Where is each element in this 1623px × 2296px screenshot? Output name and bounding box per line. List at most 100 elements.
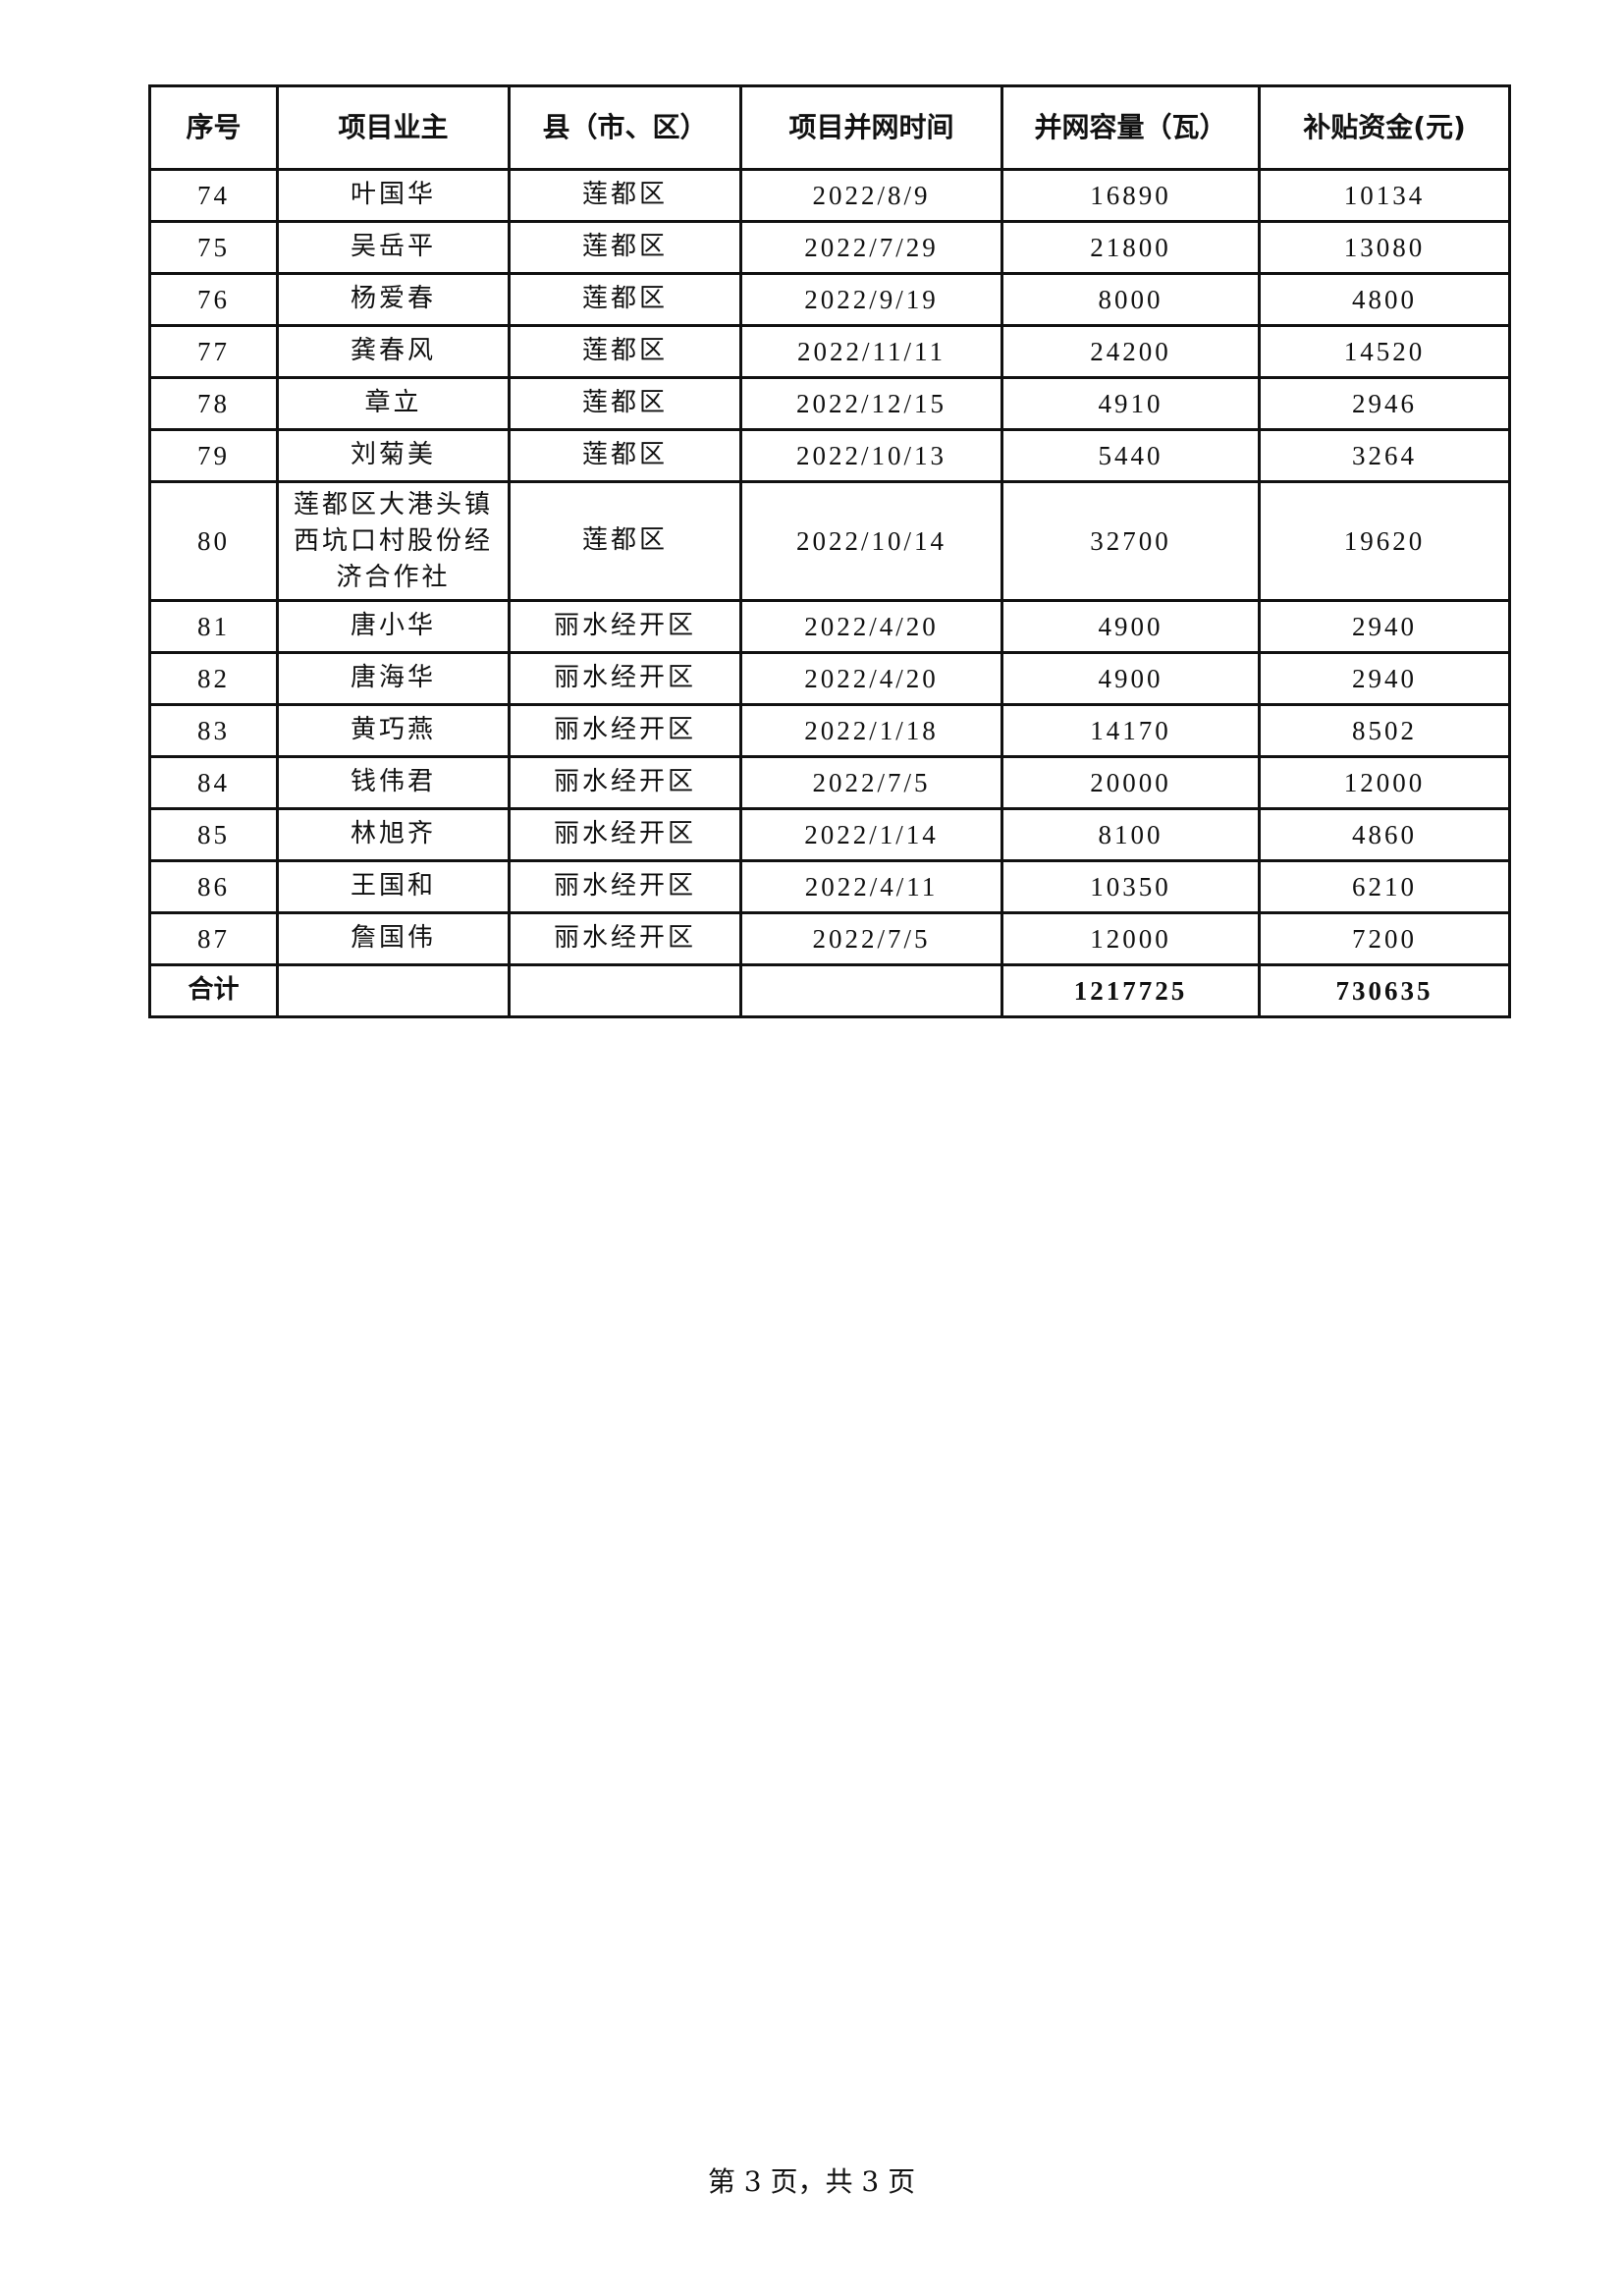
row-date: 2022/7/5 (739, 911, 1003, 966)
row-no: 78 (148, 376, 279, 431)
row-owner: 王国和 (276, 859, 511, 914)
row-subsidy: 13080 (1258, 220, 1511, 275)
row-capacity: 24200 (1001, 324, 1261, 379)
row-county: 丽水经开区 (508, 755, 742, 810)
row-no: 75 (148, 220, 279, 275)
row-county: 莲都区 (508, 220, 742, 275)
total-subsidy: 730635 (1258, 963, 1511, 1018)
table-row: 78 章立 莲都区 2022/12/15 4910 2946 (148, 376, 1511, 431)
header-no: 序号 (148, 84, 279, 171)
row-subsidy: 2946 (1258, 376, 1511, 431)
row-county: 莲都区 (508, 168, 742, 223)
table-row: 84 钱伟君 丽水经开区 2022/7/5 20000 12000 (148, 755, 1511, 810)
row-owner: 钱伟君 (276, 755, 511, 810)
row-owner: 唐小华 (276, 599, 511, 654)
row-capacity: 10350 (1001, 859, 1261, 914)
row-subsidy: 7200 (1258, 911, 1511, 966)
row-county: 丽水经开区 (508, 703, 742, 758)
row-date: 2022/7/5 (739, 755, 1003, 810)
row-date: 2022/4/20 (739, 599, 1003, 654)
header-county: 县（市、区） (508, 84, 742, 171)
total-row: 合计 1217725 730635 (148, 963, 1511, 1018)
row-date: 2022/1/18 (739, 703, 1003, 758)
table-row: 87 詹国伟 丽水经开区 2022/7/5 12000 7200 (148, 911, 1511, 966)
table-row: 82 唐海华 丽水经开区 2022/4/20 4900 2940 (148, 651, 1511, 706)
table-row: 86 王国和 丽水经开区 2022/4/11 10350 6210 (148, 859, 1511, 914)
row-date: 2022/9/19 (739, 272, 1003, 327)
row-capacity: 4900 (1001, 651, 1261, 706)
row-no: 80 (148, 480, 279, 602)
row-no: 77 (148, 324, 279, 379)
table-row: 80 莲都区大港头镇西坑口村股份经济合作社 莲都区 2022/10/14 32700 19… (148, 480, 1511, 602)
table-row: 76 杨爱春 莲都区 2022/9/19 8000 4800 (148, 272, 1511, 327)
row-capacity: 14170 (1001, 703, 1261, 758)
row-capacity: 8100 (1001, 807, 1261, 862)
table-row: 81 唐小华 丽水经开区 2022/4/20 4900 2940 (148, 599, 1511, 654)
total-capacity: 1217725 (1001, 963, 1261, 1018)
row-no: 76 (148, 272, 279, 327)
row-owner: 林旭齐 (276, 807, 511, 862)
row-date: 2022/10/13 (739, 428, 1003, 483)
row-capacity: 20000 (1001, 755, 1261, 810)
total-label: 合计 (148, 963, 279, 1018)
table-row: 79 刘菊美 莲都区 2022/10/13 5440 3264 (148, 428, 1511, 483)
row-subsidy: 2940 (1258, 651, 1511, 706)
table-row: 74 叶国华 莲都区 2022/8/9 16890 10134 (148, 168, 1511, 223)
row-no: 84 (148, 755, 279, 810)
row-capacity: 4900 (1001, 599, 1261, 654)
row-date: 2022/7/29 (739, 220, 1003, 275)
row-capacity: 8000 (1001, 272, 1261, 327)
row-county: 丽水经开区 (508, 599, 742, 654)
row-date: 2022/10/14 (739, 480, 1003, 602)
page-number: 第 3 页，共 3 页 (707, 2165, 916, 2198)
header-owner: 项目业主 (276, 84, 511, 171)
total-empty-county (508, 963, 742, 1018)
row-capacity: 12000 (1001, 911, 1261, 966)
header-capacity: 并网容量（瓦） (1001, 84, 1261, 171)
row-owner: 章立 (276, 376, 511, 431)
row-county: 莲都区 (508, 480, 742, 602)
table-body: 74 叶国华 莲都区 2022/8/9 16890 10134 75 吴岳平 莲都区 2022/7… (148, 168, 1511, 966)
row-no: 82 (148, 651, 279, 706)
row-no: 85 (148, 807, 279, 862)
row-subsidy: 14520 (1258, 324, 1511, 379)
row-county: 莲都区 (508, 376, 742, 431)
table-row: 85 林旭齐 丽水经开区 2022/1/14 8100 4860 (148, 807, 1511, 862)
row-capacity: 32700 (1001, 480, 1261, 602)
table-row: 77 龚春风 莲都区 2022/11/11 24200 14520 (148, 324, 1511, 379)
row-subsidy: 2940 (1258, 599, 1511, 654)
total-empty-owner (276, 963, 511, 1018)
row-no: 83 (148, 703, 279, 758)
row-no: 79 (148, 428, 279, 483)
row-county: 莲都区 (508, 428, 742, 483)
row-subsidy: 4800 (1258, 272, 1511, 327)
row-subsidy: 3264 (1258, 428, 1511, 483)
row-county: 丽水经开区 (508, 807, 742, 862)
row-owner: 刘菊美 (276, 428, 511, 483)
row-date: 2022/11/11 (739, 324, 1003, 379)
row-capacity: 5440 (1001, 428, 1261, 483)
total-empty-date (739, 963, 1003, 1018)
row-capacity: 16890 (1001, 168, 1261, 223)
row-county: 莲都区 (508, 324, 742, 379)
row-capacity: 4910 (1001, 376, 1261, 431)
row-county: 莲都区 (508, 272, 742, 327)
row-no: 86 (148, 859, 279, 914)
row-subsidy: 10134 (1258, 168, 1511, 223)
row-county: 丽水经开区 (508, 911, 742, 966)
table-row: 75 吴岳平 莲都区 2022/7/29 21800 13080 (148, 220, 1511, 275)
row-county: 丽水经开区 (508, 651, 742, 706)
row-subsidy: 19620 (1258, 480, 1511, 602)
row-owner: 莲都区大港头镇西坑口村股份经济合作社 (276, 480, 511, 602)
row-owner: 唐海华 (276, 651, 511, 706)
row-owner: 黄巧燕 (276, 703, 511, 758)
row-subsidy: 6210 (1258, 859, 1511, 914)
row-date: 2022/4/20 (739, 651, 1003, 706)
row-owner: 龚春风 (276, 324, 511, 379)
row-owner: 叶国华 (276, 168, 511, 223)
header-date: 项目并网时间 (739, 84, 1003, 171)
table-row: 83 黄巧燕 丽水经开区 2022/1/18 14170 8502 (148, 703, 1511, 758)
row-county: 丽水经开区 (508, 859, 742, 914)
row-subsidy: 8502 (1258, 703, 1511, 758)
row-date: 2022/8/9 (739, 168, 1003, 223)
